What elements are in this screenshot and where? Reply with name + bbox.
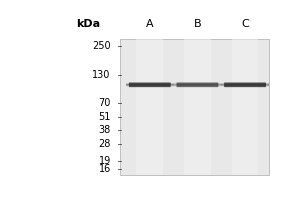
Text: C: C bbox=[241, 19, 249, 29]
Text: 16: 16 bbox=[98, 164, 111, 174]
Text: 70: 70 bbox=[98, 98, 111, 108]
Text: B: B bbox=[194, 19, 201, 29]
Bar bbox=[232, 39, 258, 175]
Text: A: A bbox=[146, 19, 154, 29]
Text: 130: 130 bbox=[92, 70, 111, 80]
Text: 51: 51 bbox=[98, 112, 111, 122]
Text: 19: 19 bbox=[98, 156, 111, 166]
Text: 28: 28 bbox=[98, 139, 111, 149]
FancyBboxPatch shape bbox=[176, 83, 218, 87]
Text: 250: 250 bbox=[92, 41, 111, 51]
FancyBboxPatch shape bbox=[224, 83, 266, 87]
Bar bbox=[184, 39, 211, 175]
Bar bbox=[120, 39, 269, 175]
Bar bbox=[136, 39, 163, 175]
Text: kDa: kDa bbox=[76, 19, 101, 29]
Text: 38: 38 bbox=[98, 125, 111, 135]
FancyBboxPatch shape bbox=[129, 83, 171, 87]
